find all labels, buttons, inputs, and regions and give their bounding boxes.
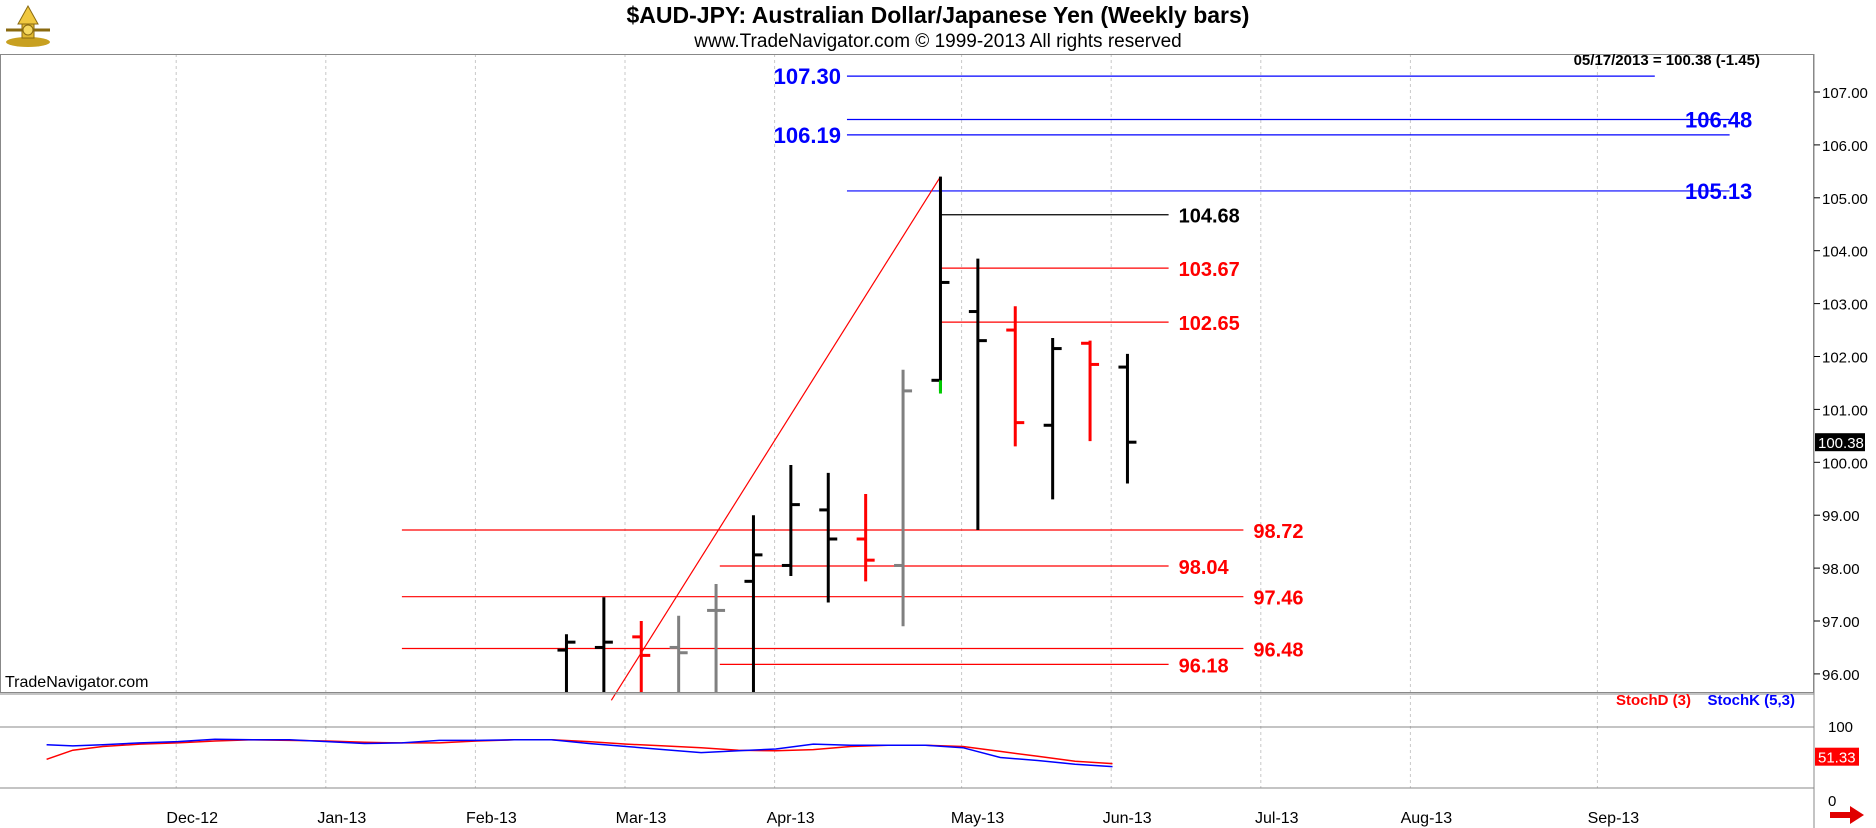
y-tick-label: 96.00 — [1822, 667, 1860, 684]
x-tick-label: Feb-13 — [466, 810, 517, 827]
legend-stochk: StochK (5,3) — [1707, 692, 1795, 709]
stoch-series-line — [46, 739, 1113, 765]
level-label: 105.13 — [1685, 179, 1752, 204]
level-label: 104.68 — [1179, 206, 1240, 228]
level-label: 96.48 — [1253, 640, 1303, 662]
axes: Dec-12 Jan-13 Feb-13 Mar-13 Apr-13 May-13 Jun-… — [0, 54, 1868, 828]
level-label: 102.65 — [1179, 313, 1240, 335]
x-tick-label: Apr-13 — [767, 810, 815, 827]
stochastic-panel — [46, 738, 1113, 768]
y-tick-label: 107.00 — [1822, 85, 1868, 102]
trend-line — [610, 176, 941, 701]
last-price-box — [1815, 433, 1865, 452]
grid-lines — [175, 54, 1598, 788]
level-label: 96.18 — [1179, 655, 1229, 677]
x-tick-label: Jul-13 — [1255, 810, 1299, 827]
stoch-y-tick-label: 100 — [1828, 719, 1853, 736]
price-bars — [557, 176, 1137, 692]
stoch-series-line — [46, 738, 1113, 768]
scroll-right-arrow-icon[interactable] — [1830, 806, 1864, 824]
legend-stochd: StochD (3) — [1616, 692, 1691, 709]
level-label: 98.04 — [1179, 557, 1230, 579]
level-label: 107.30 — [774, 64, 841, 89]
x-tick-label: Dec-12 — [166, 810, 218, 827]
level-label: 106.19 — [774, 123, 841, 148]
stoch-last-label: 51.33 — [1818, 750, 1856, 767]
x-tick-label: Jun-13 — [1103, 810, 1152, 827]
level-label: 97.46 — [1253, 588, 1303, 610]
stoch-y-tick-label: 0 — [1828, 793, 1836, 810]
y-tick-label: 101.00 — [1822, 402, 1868, 419]
chart-subtitle: www.TradeNavigator.com © 1999-2013 All r… — [694, 31, 1182, 52]
rally-trend-line — [610, 176, 941, 701]
x-tick-label: Aug-13 — [1401, 810, 1453, 827]
last-close-readout: 05/17/2013 = 100.38 (-1.45) — [1573, 52, 1760, 69]
stoch-last-box — [1815, 747, 1859, 766]
y-tick-label: 105.00 — [1822, 191, 1868, 208]
price-levels: 107.30 106.48 106.19 105.13 104.68 103.67 102.… — [401, 64, 1752, 677]
y-tick-label: 98.00 — [1822, 561, 1860, 578]
y-tick-label: 100.00 — [1822, 455, 1868, 472]
level-label: 106.48 — [1685, 108, 1752, 133]
brand-watermark: TradeNavigator.com — [5, 674, 149, 691]
y-tick-label: 104.00 — [1822, 244, 1868, 261]
navigator-logo-icon — [6, 4, 50, 47]
y-tick-label: 97.00 — [1822, 614, 1860, 631]
y-tick-label: 102.00 — [1822, 350, 1868, 367]
level-label: 103.67 — [1179, 259, 1240, 281]
y-tick-label: 103.00 — [1822, 297, 1868, 314]
y-tick-label: 99.00 — [1822, 508, 1860, 525]
x-tick-label: Jan-13 — [317, 810, 366, 827]
last-price-label: 100.38 — [1818, 435, 1864, 452]
level-label: 98.72 — [1253, 521, 1303, 543]
x-tick-label: Mar-13 — [616, 810, 667, 827]
x-tick-label: Sep-13 — [1588, 810, 1640, 827]
chart-title: $AUD-JPY: Australian Dollar/Japanese Yen… — [626, 2, 1250, 28]
x-tick-label: May-13 — [951, 810, 1004, 827]
y-tick-label: 106.00 — [1822, 138, 1868, 155]
